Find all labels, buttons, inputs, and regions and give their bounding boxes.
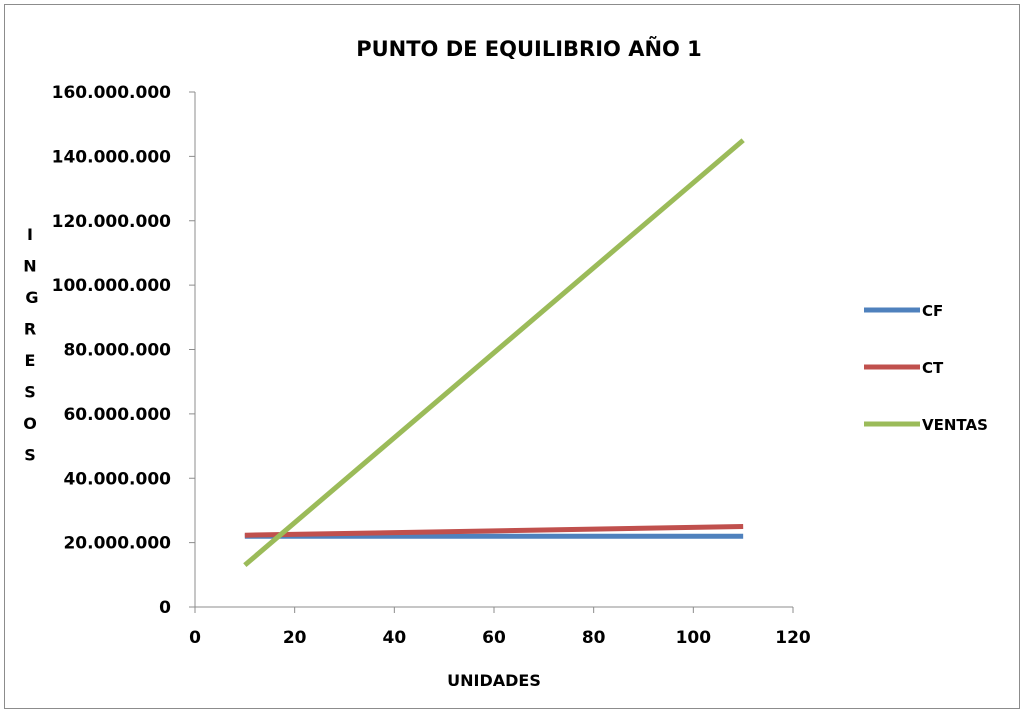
x-tick-label: 20	[283, 628, 307, 648]
y-axis-label-letter: R	[24, 320, 36, 339]
axes	[189, 91, 794, 613]
series-line-ventas	[243, 138, 745, 568]
y-tick-label: 20.000.000	[63, 534, 171, 554]
x-tick-label: 100	[676, 628, 712, 648]
x-tick-label: 120	[775, 628, 811, 648]
series-lines	[243, 138, 745, 568]
legend: CF CT VENTAS	[864, 302, 988, 434]
y-tick-label: 140.000.000	[52, 147, 172, 167]
y-tick-label: 60.000.000	[63, 405, 171, 425]
x-tick-label: 0	[189, 628, 201, 648]
x-tick-labels: 0 20 40 60 80 100 120	[189, 628, 811, 648]
series-line-ct	[244, 524, 744, 538]
legend-label-ventas: VENTAS	[922, 416, 988, 434]
y-tick-label: 120.000.000	[52, 212, 172, 232]
x-tick-label: 60	[482, 628, 506, 648]
chart-title: PUNTO DE EQUILIBRIO AÑO 1	[356, 36, 702, 61]
legend-label-ct: CT	[922, 359, 944, 377]
y-tick-label: 160.000.000	[52, 83, 172, 103]
x-tick-label: 40	[382, 628, 406, 648]
y-axis-label-letter: O	[23, 414, 37, 433]
y-tick-label: 100.000.000	[52, 276, 172, 296]
y-tick-labels: 0 20.000.000 40.000.000 60.000.000 80.000.00…	[52, 83, 172, 618]
y-axis-label-letter: S	[24, 383, 36, 402]
y-tick-label: 0	[159, 598, 171, 618]
y-axis-label-letter: N	[23, 257, 36, 276]
y-tick-label: 80.000.000	[63, 341, 171, 361]
y-axis-label-letter: I	[27, 225, 33, 244]
x-axis-label: UNIDADES	[447, 671, 541, 690]
x-tick-label: 80	[582, 628, 606, 648]
legend-label-cf: CF	[922, 302, 943, 320]
y-axis-label-letter: G	[25, 288, 38, 307]
y-tick-label: 40.000.000	[63, 469, 171, 489]
y-axis-label-letter: S	[24, 446, 36, 465]
chart-frame	[4, 4, 1020, 709]
y-axis-label-letter: E	[25, 351, 36, 370]
